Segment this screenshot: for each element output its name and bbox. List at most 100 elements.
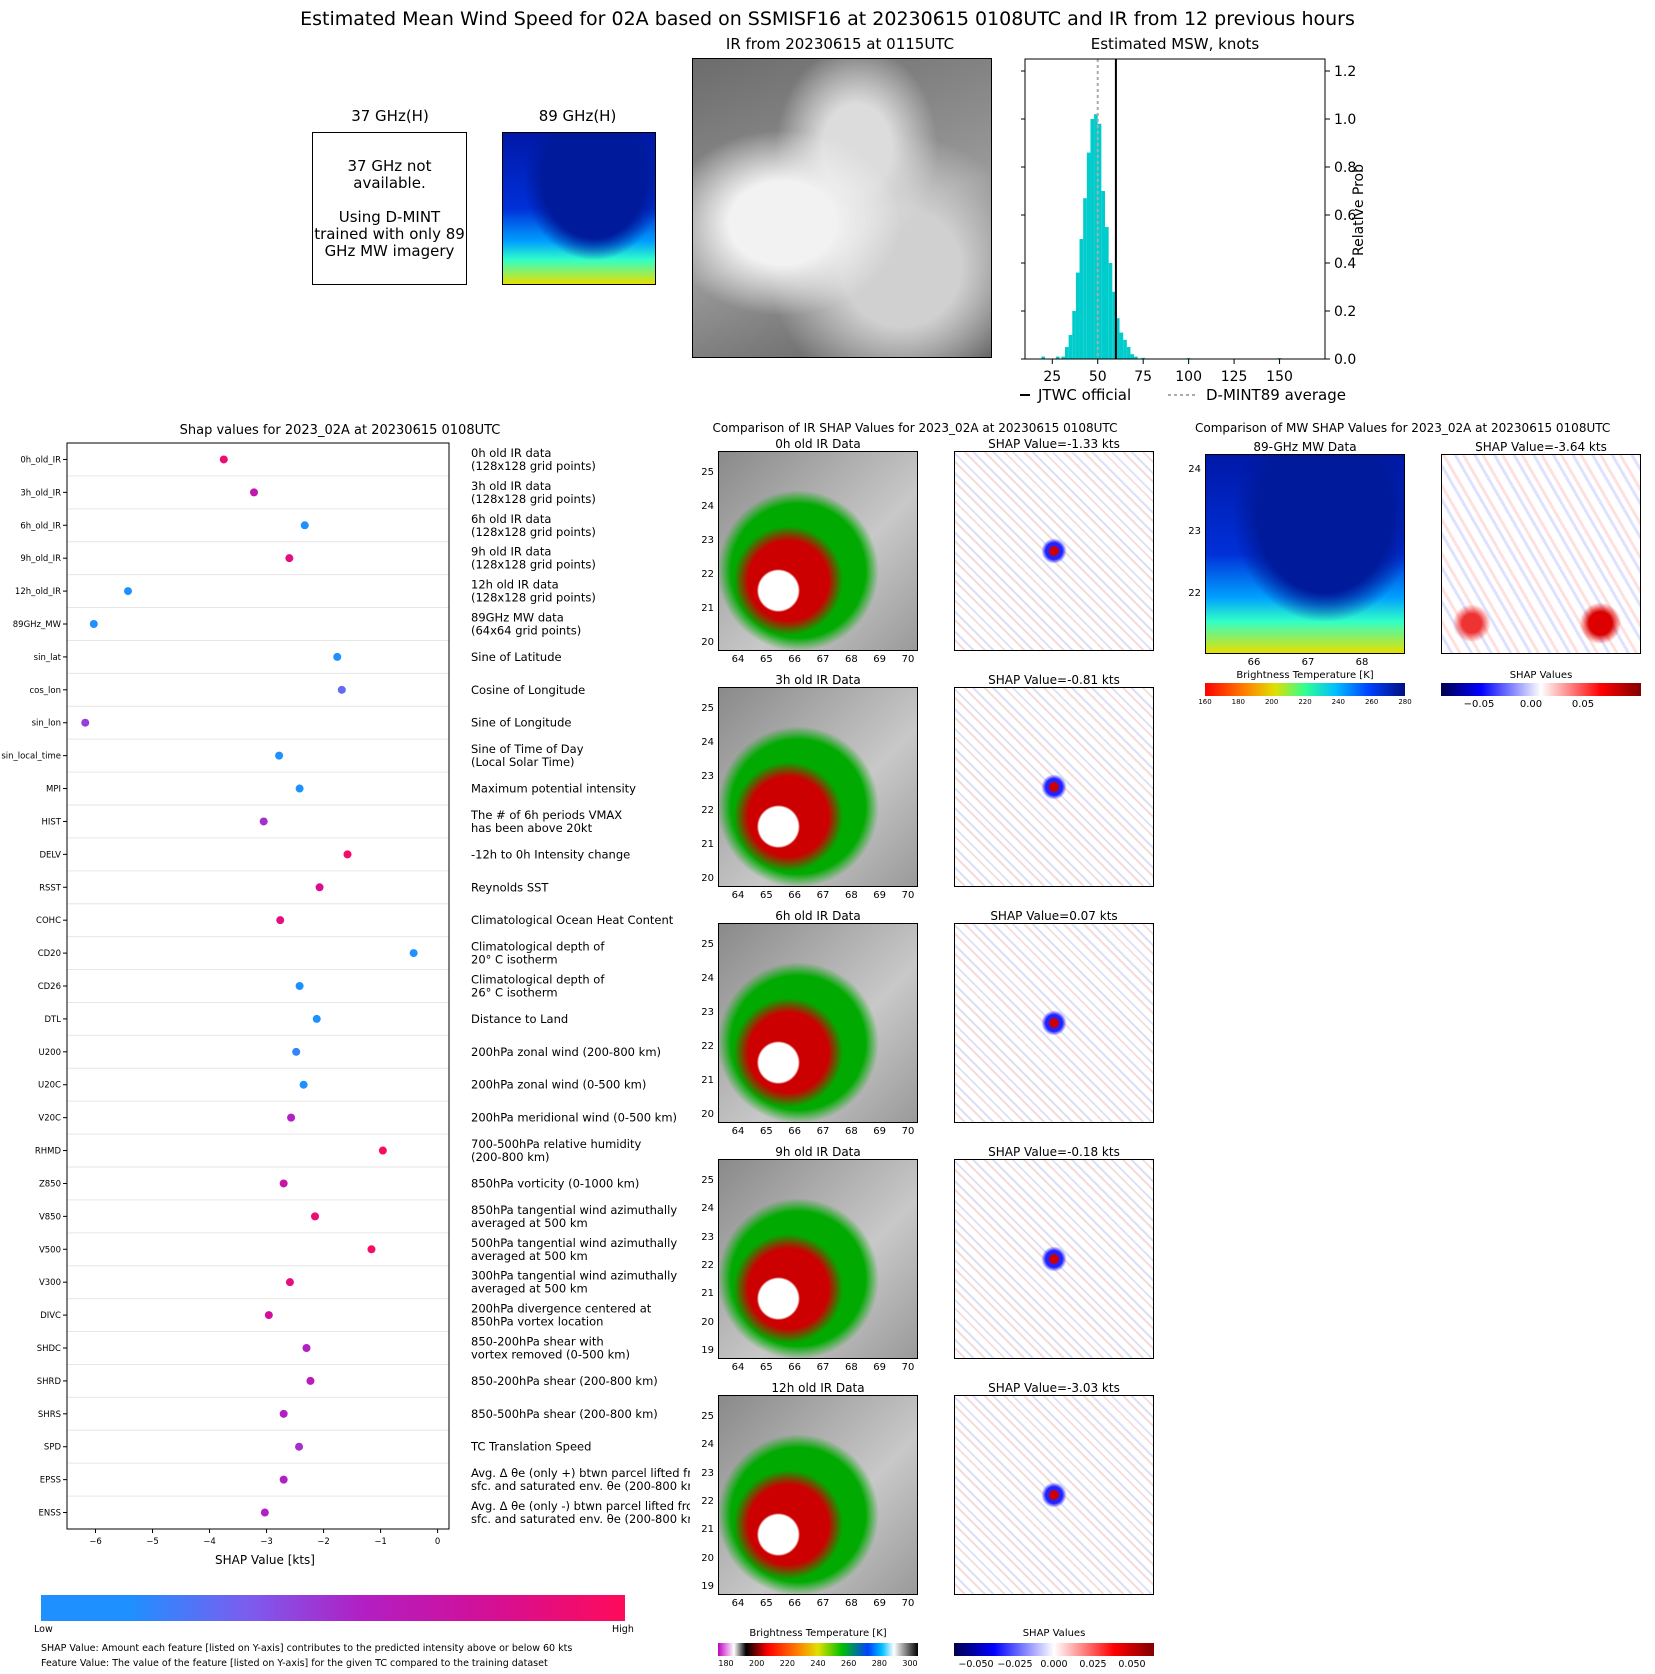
histogram-bar	[1090, 119, 1095, 359]
ir-y-tick-label: 24	[701, 501, 714, 512]
shap-point	[260, 1508, 269, 1517]
shap-feature-description: 200hPa meridional wind (0-500 km)	[471, 1111, 677, 1125]
shap-scatter-title: Shap values for 2023_02A at 20230615 010…	[179, 423, 501, 438]
shap-feature-description: 850hPa tangential wind azimuthally	[471, 1203, 677, 1217]
shap-feature-description: 200hPa zonal wind (0-500 km)	[471, 1078, 646, 1092]
ir-x-tick-label: 67	[816, 1362, 830, 1373]
ir-shap-title: SHAP Value=-3.03 kts	[988, 1381, 1120, 1395]
histogram-bar	[1097, 123, 1102, 359]
shap-feature-description: Sine of Latitude	[471, 650, 562, 664]
histogram-reference-lines	[1096, 59, 1117, 359]
shap-point	[264, 1311, 273, 1320]
shap-feature-code: SHRD	[37, 1377, 62, 1387]
shap-feature-description: (64x64 grid points)	[471, 624, 581, 638]
ir-x-tick-label: 66	[788, 654, 802, 665]
shap-feature-description: Cosine of Longitude	[471, 683, 585, 697]
shap-point	[315, 883, 324, 892]
shap-feature-description: 0h old IR data	[471, 446, 551, 460]
shap-feature-description: (128x128 grid points)	[471, 525, 596, 539]
histogram-bar	[1130, 354, 1135, 359]
histogram-y-tick-label: 0.4	[1334, 256, 1356, 272]
shap-x-tick-label: −1	[374, 1537, 387, 1547]
main-title: Estimated Mean Wind Speed for 02A based …	[300, 8, 1355, 30]
ir-y-tick-label: 23	[701, 1467, 714, 1479]
shap-feature-description: Avg. Δ θe (only +) btwn parcel lifted fr…	[471, 1466, 690, 1480]
histogram-bar	[1065, 347, 1069, 359]
histogram-title: Estimated MSW, knots	[1090, 35, 1260, 53]
histogram-x-tick-label: 50	[1089, 369, 1107, 385]
shap-point	[333, 652, 342, 661]
shap-x-tick-label: −6	[89, 1537, 102, 1547]
ir-y-tick-label: 21	[701, 1075, 714, 1086]
ir-y-tick-label: 22	[701, 1496, 714, 1507]
shap-feature-description: 850-200hPa shear (200-800 km)	[471, 1374, 658, 1388]
ir-x-tick-label: 65	[759, 1362, 773, 1373]
histogram-x-tick-label: 75	[1134, 369, 1152, 385]
shap-feature-description: -12h to 0h Intensity change	[471, 847, 630, 861]
shap-point	[276, 916, 285, 925]
shap-feature-code: SPD	[44, 1443, 62, 1453]
ir-bt-tick-label: 180	[718, 1659, 734, 1668]
colorbar-high-label: High	[612, 1624, 634, 1635]
ir-data-image	[718, 451, 918, 651]
mw-y-tick-label: 22	[1188, 588, 1201, 599]
shap-feature-description: 26° C isotherm	[471, 986, 558, 1000]
shap-point	[285, 1278, 294, 1287]
shap-x-tick-label: −2	[317, 1537, 330, 1547]
shap-feature-description: 3h old IR data	[471, 479, 551, 493]
ir-bt-tick-label: 220	[779, 1659, 795, 1668]
shap-feature-code: COHC	[36, 916, 61, 926]
shap-point	[302, 1344, 311, 1352]
ir-shap-tick-label: 0.000	[1040, 1659, 1068, 1670]
shap-feature-code: DIVC	[40, 1311, 61, 1321]
shap-feature-code: HIST	[42, 817, 62, 827]
shap-feature-code: 9h_old_IR	[20, 554, 61, 564]
shap-feature-code: SHDC	[37, 1344, 61, 1354]
shap-feature-description: sfc. and saturated env. θe (200-800 km)	[471, 1512, 690, 1526]
shap-feature-code: RHMD	[35, 1147, 62, 1157]
shap-feature-description: has been above 20kt	[471, 821, 593, 835]
shap-feature-description: averaged at 500 km	[471, 1216, 588, 1230]
histogram-bars	[1041, 114, 1282, 359]
shap-feature-code: 12h_old_IR	[15, 587, 61, 597]
mw-bt-tick-label: 280	[1398, 698, 1412, 706]
mw-x-tick-label: 66	[1247, 657, 1261, 668]
histogram-bar	[1086, 152, 1091, 359]
ir-shap-title: SHAP Value=-1.33 kts	[988, 437, 1120, 451]
shap-feature-code: sin_lon	[32, 719, 61, 729]
shap-point	[275, 751, 284, 760]
shap-frame	[66, 442, 450, 1530]
ir-bt-tick-label: 260	[841, 1659, 857, 1668]
ir-x-tick-label: 70	[901, 1362, 915, 1373]
mw-shap-colorbar-label: SHAP Values	[1509, 670, 1573, 681]
ir-shap-image	[954, 1159, 1154, 1359]
ir-x-tick-label: 70	[901, 1126, 915, 1137]
ir-y-tick-label: 24	[701, 973, 714, 984]
shap-point	[295, 982, 304, 990]
ir-shap-image	[954, 1395, 1154, 1595]
shap-point	[337, 685, 346, 694]
mw-data-image	[1205, 454, 1405, 654]
shap-feature-code: 3h_old_IR	[20, 488, 61, 498]
shap-feature-description: averaged at 500 km	[471, 1249, 588, 1263]
mw-shap-image	[1441, 454, 1641, 654]
mw-shap-colorbar	[1441, 683, 1641, 696]
ir-y-tick-label: 21	[701, 1288, 714, 1300]
ir-shap-tick-label: 0.050	[1118, 1659, 1146, 1670]
shap-feature-description: The # of 6h periods VMAX	[470, 808, 622, 822]
mw-y-tick-label: 24	[1188, 464, 1201, 475]
ir-bt-colorbar	[718, 1643, 918, 1656]
shap-scatter-chart: 0h_old_IR 3h_old_IR 6h_old_IR 9h_old_IR 12h_…	[1, 442, 690, 1567]
mw-comparison-title: Comparison of MW SHAP Values for 2023_02…	[1195, 421, 1611, 435]
mw-bt-colorbar-label: Brightness Temperature [K]	[1236, 670, 1374, 681]
mw-shap-tick-label: 0.05	[1571, 699, 1595, 710]
ir-x-tick-label: 69	[873, 1126, 887, 1137]
shap-feature-codes: 0h_old_IR 3h_old_IR 6h_old_IR 9h_old_IR 12h_…	[1, 455, 61, 1518]
shap-point	[300, 521, 309, 530]
shap-point	[367, 1245, 376, 1254]
histogram-y-tick-label: 0.6	[1334, 208, 1356, 224]
shap-feature-description: 850hPa vorticity (0-1000 km)	[471, 1176, 639, 1190]
histogram-y-tick-label: 0.0	[1334, 352, 1356, 368]
ir-y-tick-label: 23	[701, 535, 714, 546]
shap-point	[279, 1179, 288, 1188]
